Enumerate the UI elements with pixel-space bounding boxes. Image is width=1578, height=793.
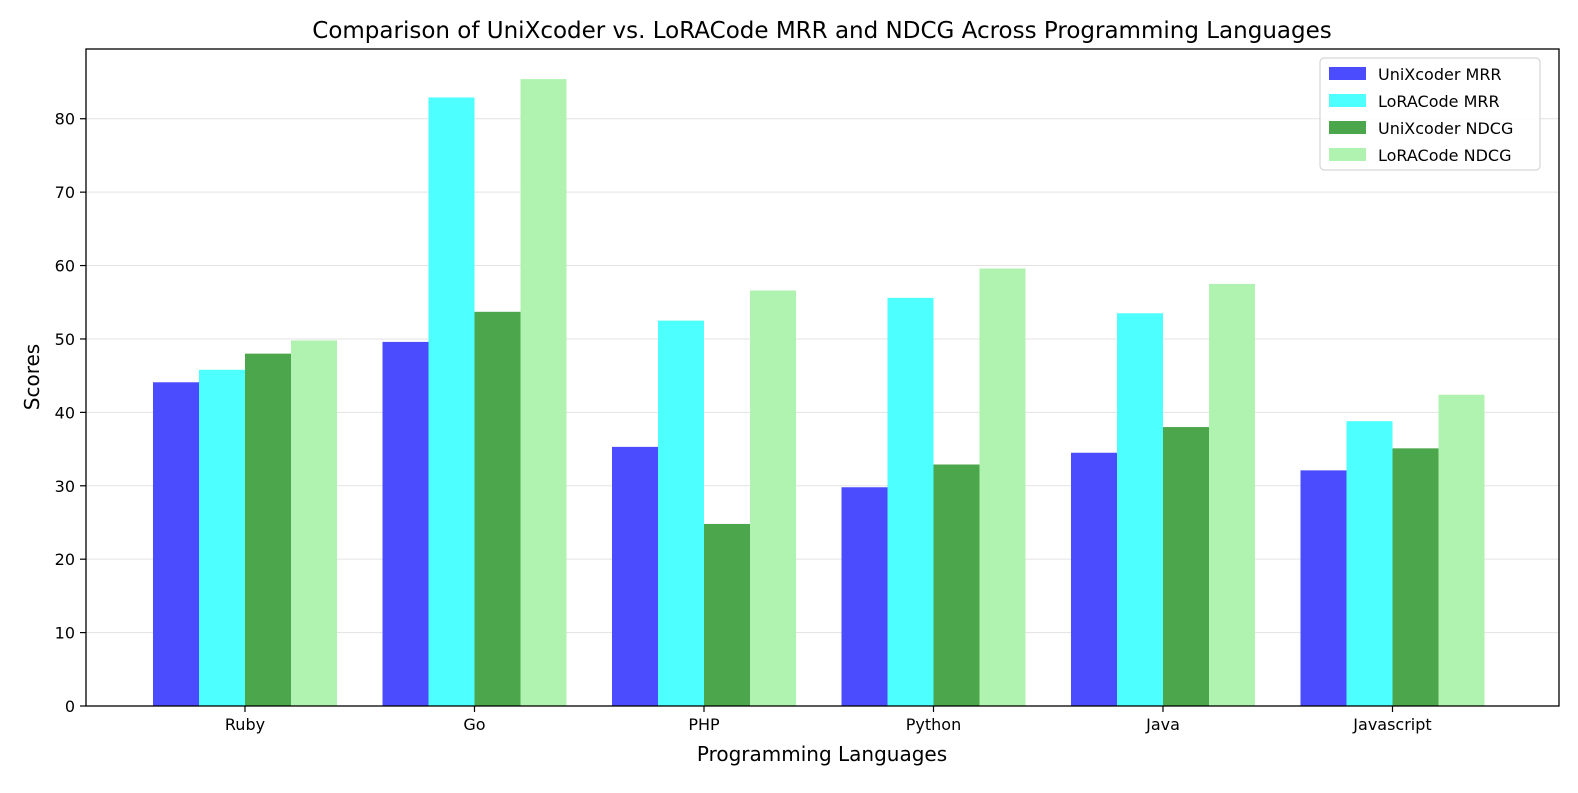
bar-unixcoder-ndcg-python bbox=[933, 464, 980, 706]
y-axis-label: Scores bbox=[20, 344, 44, 410]
bar-loracode-ndcg-ruby bbox=[291, 340, 337, 706]
bar-unixcoder-mrr-go bbox=[382, 341, 429, 706]
bar-unixcoder-mrr-javascript bbox=[1300, 470, 1347, 706]
legend-swatch bbox=[1329, 121, 1366, 134]
legend-swatch bbox=[1329, 67, 1366, 80]
bar-unixcoder-mrr-python bbox=[841, 487, 888, 706]
bar-loracode-ndcg-java bbox=[1209, 283, 1255, 706]
y-axis: 0 10 20 30 40 50 60 70 80 bbox=[55, 110, 86, 716]
bar-unixcoder-ndcg-php bbox=[704, 523, 750, 706]
y-tick-label: 10 bbox=[55, 624, 75, 643]
legend-swatch bbox=[1329, 94, 1366, 107]
bar-loracode-mrr-javascript bbox=[1346, 421, 1393, 706]
bar-unixcoder-ndcg-javascript bbox=[1392, 448, 1439, 706]
bar-unixcoder-ndcg-go bbox=[474, 311, 521, 706]
bars-layer bbox=[153, 79, 1485, 707]
legend-label: UniXcoder NDCG bbox=[1378, 119, 1513, 138]
bar-unixcoder-ndcg-java bbox=[1163, 427, 1209, 706]
bar-unixcoder-ndcg-ruby bbox=[245, 353, 291, 706]
y-tick-label: 80 bbox=[55, 110, 75, 129]
x-tick-label: Python bbox=[906, 715, 961, 734]
bar-loracode-mrr-go bbox=[428, 97, 475, 707]
x-tick-label: PHP bbox=[688, 715, 720, 734]
x-axis-label: Programming Languages bbox=[697, 742, 947, 766]
chart-title: Comparison of UniXcoder vs. LoRACode MRR… bbox=[312, 18, 1331, 44]
y-tick-label: 20 bbox=[55, 550, 75, 569]
bar-unixcoder-mrr-ruby bbox=[153, 382, 199, 706]
y-tick-label: 70 bbox=[55, 183, 75, 202]
y-tick-label: 30 bbox=[55, 477, 75, 496]
plot-frame bbox=[85, 48, 1560, 707]
y-tick-label: 40 bbox=[55, 403, 75, 422]
bar-loracode-mrr-python bbox=[887, 297, 934, 706]
y-tick-label: 50 bbox=[55, 330, 75, 349]
legend-label: LoRACode MRR bbox=[1378, 92, 1500, 111]
legend-label: UniXcoder MRR bbox=[1378, 65, 1502, 84]
x-tick-label: Javascript bbox=[1352, 715, 1431, 734]
x-tick-label: Ruby bbox=[225, 715, 265, 734]
bar-loracode-ndcg-go bbox=[520, 79, 567, 706]
x-axis: Ruby Go PHP Python Java Javascript bbox=[225, 706, 1432, 734]
legend: UniXcoder MRR LoRACode MRR UniXcoder NDCG L… bbox=[1319, 57, 1541, 171]
y-tick-label: 0 bbox=[65, 697, 75, 716]
bar-unixcoder-mrr-java bbox=[1071, 452, 1117, 706]
bar-loracode-ndcg-php bbox=[750, 290, 796, 706]
bar-loracode-mrr-ruby bbox=[199, 369, 245, 706]
legend-swatch bbox=[1329, 148, 1366, 161]
x-tick-label: Go bbox=[463, 715, 485, 734]
legend-box bbox=[1319, 57, 1541, 171]
y-tick-label: 60 bbox=[55, 257, 75, 276]
bar-loracode-mrr-php bbox=[658, 320, 704, 706]
legend-label: LoRACode NDCG bbox=[1378, 146, 1511, 165]
bar-unixcoder-mrr-php bbox=[612, 446, 658, 706]
bar-loracode-ndcg-python bbox=[979, 268, 1026, 706]
x-tick-label: Java bbox=[1145, 715, 1180, 734]
bar-loracode-mrr-java bbox=[1117, 313, 1163, 706]
bar-loracode-ndcg-javascript bbox=[1438, 394, 1485, 706]
